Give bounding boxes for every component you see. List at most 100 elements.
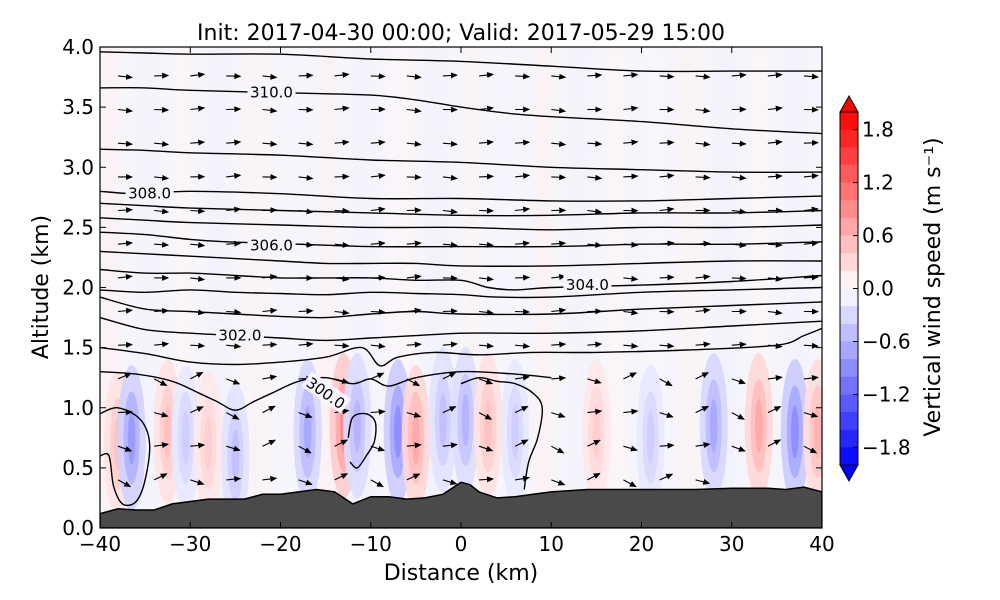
- w-anomaly: [343, 353, 372, 499]
- wind-arrow: [226, 412, 240, 420]
- wind-arrow: [587, 473, 601, 481]
- wind-arrow: [515, 139, 531, 146]
- isentrope-line: [100, 217, 822, 231]
- wind-arrow: [298, 72, 314, 79]
- wind-arrow: [370, 240, 386, 247]
- wind-arrow: [695, 341, 711, 348]
- wind-arrow: [695, 405, 710, 414]
- wind-arrow: [190, 442, 206, 449]
- wind-arrow: [370, 206, 386, 213]
- w-anomaly: [428, 347, 457, 493]
- wind-arrow: [479, 275, 494, 282]
- wind-arrow: [117, 273, 133, 280]
- wind-arrow: [334, 473, 349, 481]
- wind-arrow: [551, 341, 567, 348]
- wind-arrow: [406, 174, 422, 181]
- wind-arrow: [551, 307, 567, 314]
- wind-arrow: [117, 341, 133, 348]
- x-axis-label: Distance (km): [384, 561, 539, 586]
- wind-arrow: [190, 406, 204, 414]
- w-anomaly: [500, 359, 530, 505]
- wind-arrow: [515, 475, 530, 482]
- wind-arrow: [154, 106, 170, 113]
- wind-arrow: [514, 405, 529, 414]
- wind-arrow: [334, 139, 350, 146]
- w-anomaly: [401, 365, 430, 511]
- wind-arrow: [803, 73, 819, 80]
- wind-arrow: [551, 73, 567, 80]
- x-tick-label: −40: [79, 532, 121, 556]
- wind-arrow: [731, 140, 747, 147]
- wind-arrow: [515, 274, 531, 281]
- wind-arrow: [731, 378, 746, 385]
- wind-arrow: [334, 241, 350, 248]
- wind-arrow: [659, 73, 675, 80]
- wind-arrow: [190, 371, 204, 380]
- x-tick-label: −20: [259, 532, 301, 556]
- colorbar-segment: [840, 341, 858, 360]
- wind-arrow: [226, 378, 241, 385]
- colorbar-tick-label: −0.6: [862, 330, 911, 354]
- wind-arrow: [515, 206, 531, 213]
- wind-arrow: [442, 174, 458, 181]
- wind-arrow: [623, 139, 639, 146]
- wind-arrow: [190, 207, 206, 214]
- w-anomaly: [171, 365, 200, 511]
- colorbar-segment: [840, 129, 858, 148]
- wind-arrow: [190, 342, 206, 349]
- wind-arrow: [406, 107, 422, 114]
- y-axis-label: Altitude (km): [29, 215, 54, 359]
- colorbar-ticks: 1.8 1.2 0.6 0.0 −0.6 −1.2 −1.8: [853, 118, 911, 459]
- isentrope-line: [100, 51, 822, 73]
- wind-arrow: [117, 445, 133, 452]
- wind-arrow: [803, 240, 819, 247]
- wind-arrow: [587, 378, 602, 385]
- colorbar-segment: [840, 217, 858, 236]
- colorbar-segment: [840, 447, 858, 466]
- wind-arrow: [479, 105, 494, 112]
- wind-arrow: [551, 445, 565, 454]
- wind-arrow: [334, 378, 350, 384]
- colorbar-extend-min: [839, 464, 859, 483]
- wind-arrow: [659, 342, 675, 349]
- wind-arrow: [442, 341, 458, 348]
- wind-arrow: [478, 445, 494, 452]
- wind-arrow: [479, 173, 494, 180]
- wind-arrow: [479, 139, 494, 146]
- wind-arrow: [623, 342, 639, 349]
- wind-arrow: [117, 107, 133, 114]
- x-tick-label: −30: [169, 532, 211, 556]
- wind-arrow: [767, 105, 783, 112]
- isentrope-line: [100, 148, 822, 173]
- wind-arrow: [695, 372, 710, 380]
- isentrope-line: [100, 316, 822, 342]
- colorbar-tick-label: −1.8: [862, 435, 911, 459]
- wind-arrow: [226, 139, 242, 146]
- wind-arrow: [767, 72, 783, 79]
- wind-arrow: [659, 442, 675, 449]
- wind-arrow: [334, 342, 350, 349]
- colorbar-segment: [840, 394, 858, 413]
- wind-arrow: [262, 273, 278, 280]
- wind-arrow: [767, 139, 783, 146]
- wind-arrow: [226, 445, 241, 452]
- wind-arrow: [551, 174, 567, 181]
- wind-arrow: [803, 173, 819, 180]
- wind-arrow: [298, 341, 314, 348]
- wind-arrow: [767, 275, 783, 282]
- y-tick-label: 1.0: [62, 396, 94, 420]
- wind-arrow: [803, 342, 819, 349]
- wind-arrow: [587, 439, 601, 447]
- wind-arrow: [406, 442, 422, 449]
- wind-arrow: [623, 241, 639, 248]
- wind-arrow: [659, 274, 675, 281]
- wind-arrow: [551, 375, 567, 382]
- wind-arrow: [190, 275, 206, 282]
- wind-arrow: [226, 172, 242, 179]
- wind-arrow: [117, 73, 133, 80]
- wind-vectors: [117, 71, 819, 488]
- wind-arrow: [479, 309, 494, 316]
- w-anomaly: [582, 359, 611, 505]
- wind-arrow: [226, 476, 242, 483]
